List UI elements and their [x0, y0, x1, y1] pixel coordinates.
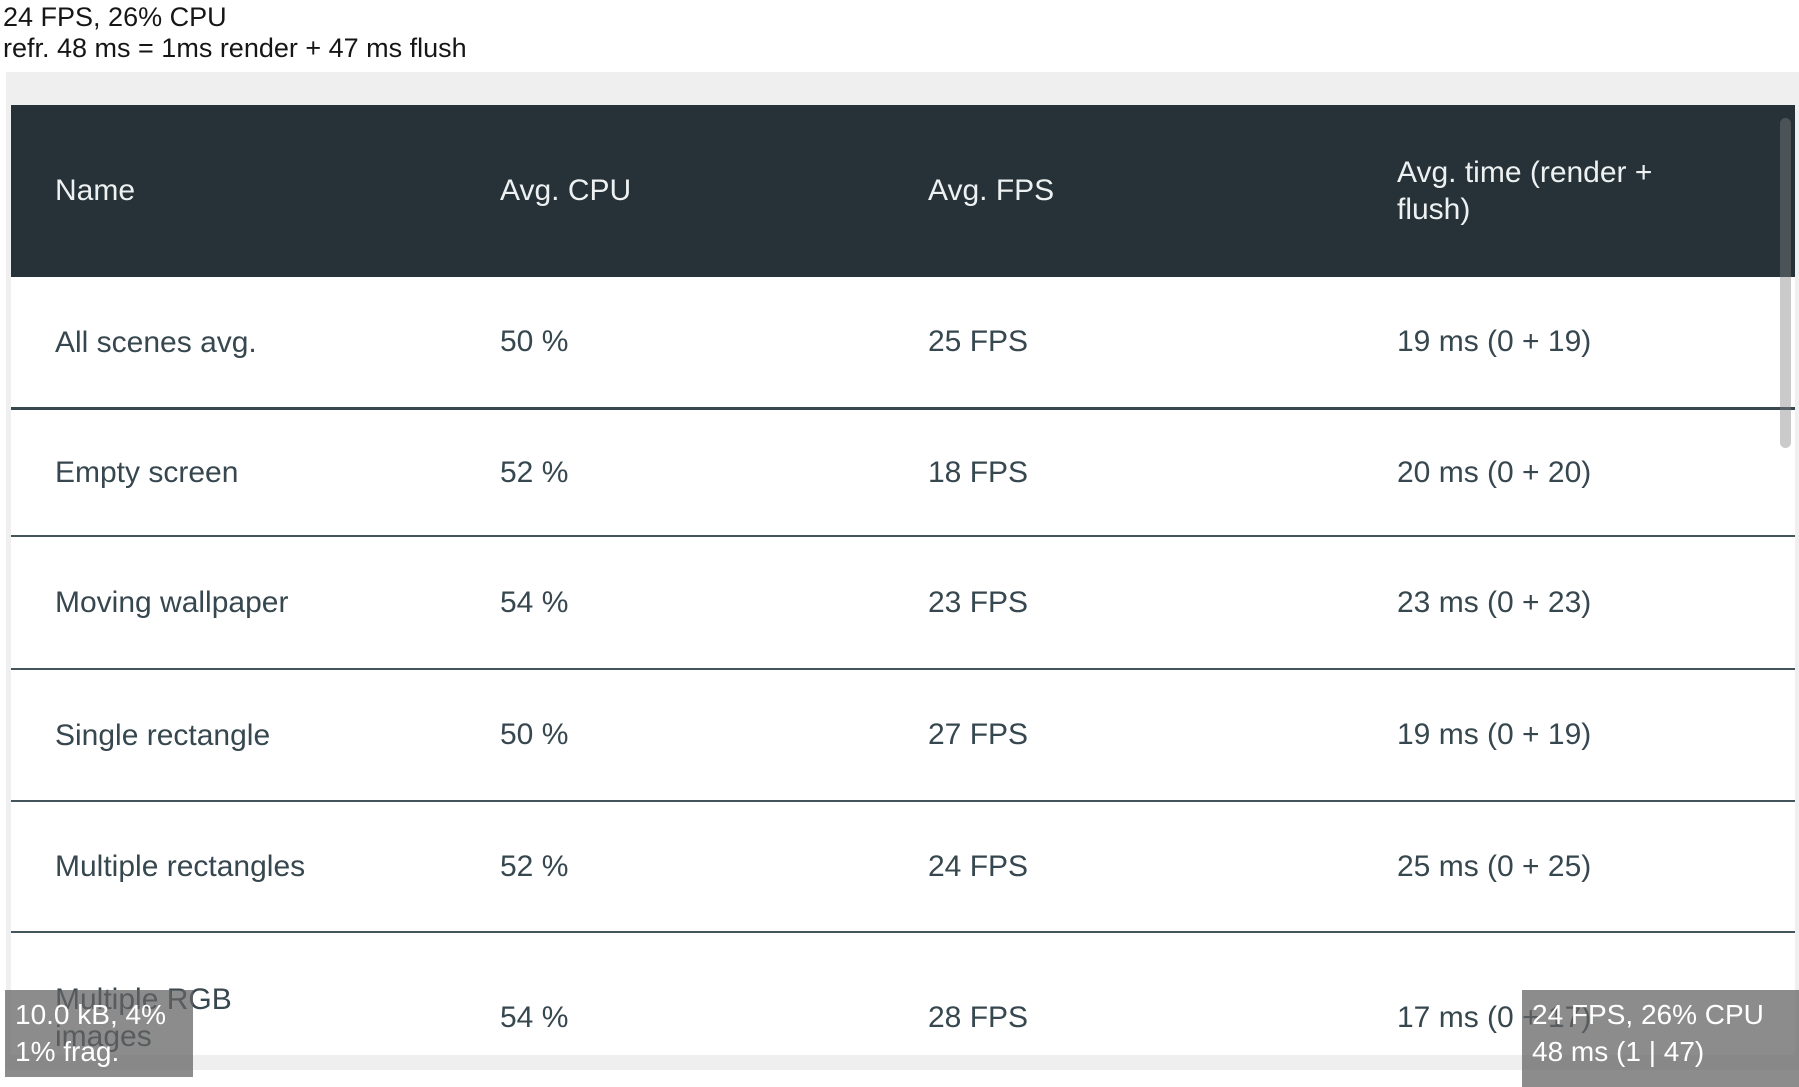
cell-name: Moving wallpaper — [55, 586, 289, 619]
fps-debug-overlay: 24 FPS, 26% CPU 48 ms (1 | 47) — [1522, 990, 1799, 1087]
memory-overlay-line1: 10.0 kB, 4% — [15, 999, 166, 1030]
cell-name: All scenes avg. — [55, 325, 257, 359]
column-header-name: Name — [55, 174, 136, 207]
cell-time: 25 ms (0 + 25) — [1397, 849, 1592, 883]
cell-time: 23 ms (0 + 23) — [1397, 585, 1592, 619]
cell-name: Empty screen — [55, 456, 239, 489]
table-row: Multiple rectangles 52 % 24 FPS 25 ms (0… — [11, 802, 1795, 933]
table-row: Single rectangle 50 % 27 FPS 19 ms (0 + … — [11, 670, 1795, 802]
cell-time: 19 ms (0 + 19) — [1397, 325, 1592, 358]
fps-overlay-line1: 24 FPS, 26% CPU — [1532, 999, 1764, 1030]
cell-cpu: 50 % — [500, 718, 569, 751]
cell-name: Single rectangle — [55, 718, 271, 752]
table-header-row: Name Avg. CPU Avg. FPS Avg. time (render… — [11, 105, 1795, 277]
perf-note-line1: 24 FPS, 26% CPU — [3, 2, 227, 32]
column-header-avg-time: Avg. time (render + flush) — [1397, 156, 1653, 226]
table-row: Moving wallpaper 54 % 23 FPS 23 ms (0 + … — [11, 537, 1795, 670]
cell-name: Multiple rectangles — [55, 850, 306, 883]
perf-note: 24 FPS, 26% CPU refr. 48 ms = 1ms render … — [3, 2, 467, 64]
memory-debug-overlay: 10.0 kB, 4% 1% frag. — [5, 990, 193, 1077]
cell-cpu: 52 % — [500, 455, 569, 489]
cell-cpu: 54 % — [500, 1001, 569, 1034]
cell-time: 20 ms (0 + 20) — [1397, 455, 1592, 489]
cell-fps: 27 FPS — [928, 718, 1029, 751]
fps-overlay-line2: 48 ms (1 | 47) — [1532, 1036, 1705, 1067]
cell-fps: 25 FPS — [928, 325, 1029, 358]
benchmark-table[interactable]: Name Avg. CPU Avg. FPS Avg. time (render… — [11, 105, 1795, 1055]
column-header-avg-cpu: Avg. CPU — [500, 174, 632, 207]
vertical-scrollbar-thumb[interactable] — [1780, 118, 1791, 448]
column-header-avg-fps: Avg. FPS — [928, 174, 1055, 207]
cell-cpu: 52 % — [500, 849, 569, 883]
cell-fps: 23 FPS — [928, 585, 1029, 619]
cell-cpu: 50 % — [500, 325, 569, 358]
memory-overlay-line2: 1% frag. — [15, 1036, 120, 1067]
table-row: Empty screen 52 % 18 FPS 20 ms (0 + 20) — [11, 410, 1795, 537]
perf-note-line2: refr. 48 ms = 1ms render + 47 ms flush — [3, 33, 467, 63]
cell-time: 19 ms (0 + 19) — [1397, 718, 1592, 751]
cell-cpu: 54 % — [500, 585, 569, 619]
cell-fps: 18 FPS — [928, 455, 1029, 489]
cell-fps: 24 FPS — [928, 849, 1029, 883]
table-row: All scenes avg. 50 % 25 FPS 19 ms (0 + 1… — [11, 277, 1795, 410]
cell-fps: 28 FPS — [928, 1001, 1029, 1034]
